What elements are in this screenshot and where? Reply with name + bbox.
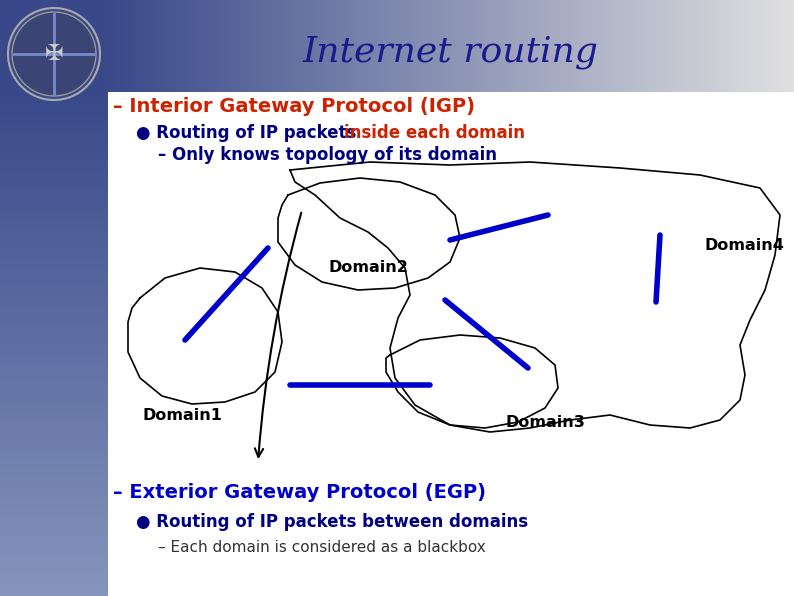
Text: Domain2: Domain2 <box>328 260 408 275</box>
Text: – Each domain is considered as a blackbox: – Each domain is considered as a blackbo… <box>158 541 486 555</box>
Text: Internet routing: Internet routing <box>302 35 598 69</box>
Text: – Exterior Gateway Protocol (EGP): – Exterior Gateway Protocol (EGP) <box>113 483 486 501</box>
Bar <box>108 92 794 596</box>
Text: ● Routing of IP packets between domains: ● Routing of IP packets between domains <box>136 513 528 531</box>
Text: Domain4: Domain4 <box>705 237 785 253</box>
Text: ● Routing of IP packets: ● Routing of IP packets <box>136 124 362 142</box>
Text: inside each domain: inside each domain <box>344 124 525 142</box>
Circle shape <box>12 12 96 96</box>
Text: – Interior Gateway Protocol (IGP): – Interior Gateway Protocol (IGP) <box>113 98 475 116</box>
Text: – Only knows topology of its domain: – Only knows topology of its domain <box>158 146 497 164</box>
Bar <box>0 92 108 596</box>
Text: Domain1: Domain1 <box>142 408 222 423</box>
Text: Domain3: Domain3 <box>505 415 585 430</box>
Text: ✠: ✠ <box>44 44 64 64</box>
